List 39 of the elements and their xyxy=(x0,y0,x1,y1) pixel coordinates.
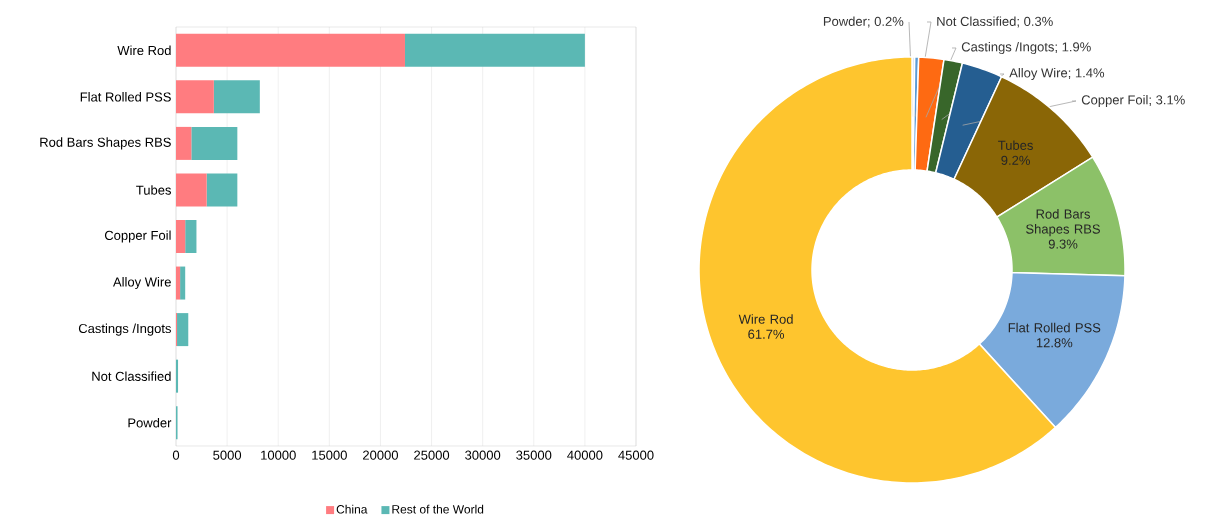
data-label: 9.2% xyxy=(1001,155,1030,165)
legend-label: Rest of the World xyxy=(392,504,484,514)
slice-label: Alloy Wire xyxy=(1009,67,1068,81)
slice-label: Powder xyxy=(823,16,867,26)
x-tick-label: 0 xyxy=(172,450,180,460)
data-label: ; 1.9% xyxy=(1055,42,1091,54)
y-tick-label: Alloy Wire xyxy=(113,276,171,290)
x-tick-label: 40000 xyxy=(567,450,603,460)
x-tick-label: 35000 xyxy=(516,450,552,460)
slice-label: Tubes xyxy=(998,140,1033,150)
x-tick-label: 45000 xyxy=(618,450,654,460)
x-tick-label: 25000 xyxy=(414,450,450,460)
y-tick-label: Castings /Ingots xyxy=(78,323,171,336)
y-tick-label: Copper Foil xyxy=(104,230,171,243)
data-label: 12.8% xyxy=(1036,338,1073,348)
y-tick-label: Powder xyxy=(128,417,172,428)
x-tick-label: 30000 xyxy=(465,450,501,460)
slice-label: Rod Bars Shapes RBS xyxy=(1026,209,1100,237)
x-tick-label: 20000 xyxy=(363,450,399,460)
data-label: ; 3.1% xyxy=(1149,95,1185,107)
slice-label: Not Classified xyxy=(937,16,1016,26)
data-label: ; 0.2% xyxy=(868,16,904,28)
data-label: 61.7% xyxy=(748,329,785,339)
y-tick-label: Tubes xyxy=(136,185,172,195)
y-tick-label: Rod Bars Shapes RBS xyxy=(40,137,171,150)
slice-label: Wire Rod xyxy=(738,314,793,324)
x-tick-label: 15000 xyxy=(312,450,347,460)
y-tick-label: Wire Rod xyxy=(117,45,171,56)
data-label: 9.3% xyxy=(1048,239,1078,249)
y-tick-label: Not Classified xyxy=(92,371,171,381)
legend-label: China xyxy=(336,504,368,514)
slice-label: Copper Foil xyxy=(1081,94,1148,108)
data-label: ; 0.3% xyxy=(1017,16,1053,28)
slice-label: Castings /Ingots xyxy=(961,41,1054,55)
y-tick-label: Flat Rolled PSS xyxy=(80,92,171,102)
slice-label: Flat Rolled PSS xyxy=(1008,322,1101,333)
data-label: ; 1.4% xyxy=(1068,68,1105,80)
x-tick-label: 10000 xyxy=(261,450,296,460)
x-tick-label: 5000 xyxy=(213,450,242,460)
